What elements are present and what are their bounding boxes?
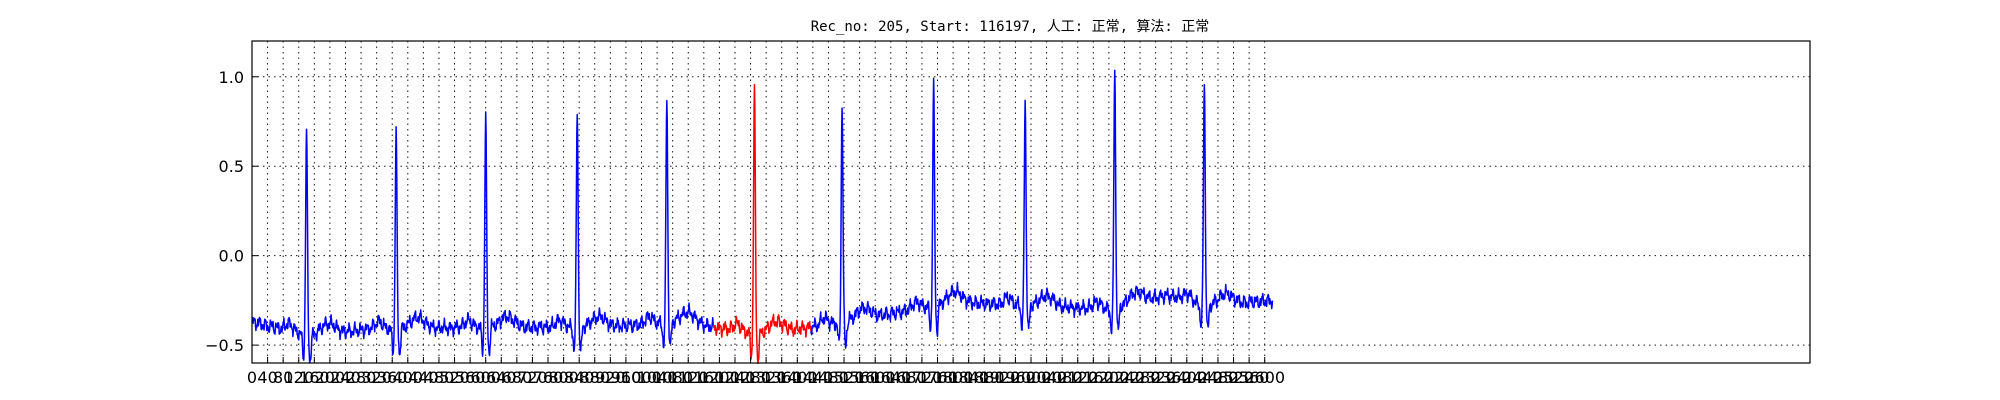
x-tick-label: 760 [533, 368, 564, 387]
x-tick-label: 1440 [793, 368, 834, 387]
y-tick-label: 1.0 [219, 68, 244, 87]
x-tick-label: 920 [595, 368, 626, 387]
x-tick-label: 840 [564, 368, 595, 387]
x-tick-label: 640 [486, 368, 517, 387]
y-tick-label: −0.5 [205, 336, 244, 355]
x-tick-label: 80 [273, 368, 293, 387]
x-tick-label: 1560 [839, 368, 880, 387]
x-tick-label: 2520 [1213, 368, 1254, 387]
x-tick-label: 1160 [683, 368, 724, 387]
x-tick-label: 2280 [1120, 368, 1161, 387]
x-tick-label: 1600 [855, 368, 896, 387]
x-tick-label: 2440 [1182, 368, 1223, 387]
x-tick-label: 1680 [886, 368, 927, 387]
x-tick-label: 120 [283, 368, 314, 387]
x-tick-label: 200 [315, 368, 346, 387]
x-tick-label: 1840 [948, 368, 989, 387]
x-tick-label: 1360 [761, 368, 802, 387]
x-tick-label: 2320 [1135, 368, 1176, 387]
x-tick-label: 720 [517, 368, 548, 387]
x-tick-label: 520 [439, 368, 470, 387]
x-tick-label: 360 [377, 368, 408, 387]
x-tick-label: 0 [247, 368, 257, 387]
x-tick-label: 1200 [699, 368, 740, 387]
x-tick-label: 1720 [902, 368, 943, 387]
ecg-series-line-1 [712, 83, 812, 365]
x-tick-label: 1960 [995, 368, 1036, 387]
x-tick-label: 2080 [1042, 368, 1083, 387]
x-tick-label: 2400 [1166, 368, 1207, 387]
plot-lines [251, 69, 1274, 365]
x-tick-label: 2600 [1244, 368, 1285, 387]
x-tick-label: 1120 [668, 368, 709, 387]
x-tick-label: 680 [502, 368, 533, 387]
x-tick-label: 1880 [964, 368, 1005, 387]
x-tick-label: 320 [361, 368, 392, 387]
x-tick-label: 960 [611, 368, 642, 387]
x-tick-label: 2000 [1011, 368, 1052, 387]
x-tick-label: 400 [393, 368, 424, 387]
x-tick-label: 1320 [746, 368, 787, 387]
x-tick-label: 2240 [1104, 368, 1145, 387]
ecg-series-line-2 [810, 69, 1274, 349]
x-tick-label: 560 [455, 368, 486, 387]
chart-title: Rec_no: 205, Start: 116197, 人工: 正常, 算法: … [811, 19, 1210, 35]
x-tick-label: 2120 [1057, 368, 1098, 387]
x-tick-label: 280 [346, 368, 377, 387]
x-axis-ticks: 0 408012016020024028032036040044048052056… [247, 357, 1285, 387]
y-axis-ticks: −0.5 0.0 0.5 1.0 [205, 68, 258, 355]
x-tick-label: 480 [424, 368, 455, 387]
x-tick-label: 160 [299, 368, 330, 387]
x-tick-label: 2200 [1089, 368, 1130, 387]
x-tick-label: 1760 [917, 368, 958, 387]
x-tick-label: 1400 [777, 368, 818, 387]
x-tick-label: 800 [548, 368, 579, 387]
x-tick-label: 1040 [637, 368, 678, 387]
x-tick-label: 1800 [933, 368, 974, 387]
grid [252, 41, 1810, 363]
x-tick-label: 2360 [1151, 368, 1192, 387]
ecg-series-line-0 [251, 99, 715, 364]
x-tick-label: 40 [257, 368, 277, 387]
x-tick-label: 1000 [621, 368, 662, 387]
x-tick-label: 1240 [715, 368, 756, 387]
y-tick-label: 0.0 [219, 247, 244, 266]
y-tick-label: 0.5 [219, 157, 244, 176]
x-tick-label: 600 [470, 368, 501, 387]
x-tick-label: 1920 [979, 368, 1020, 387]
x-tick-label: 2040 [1026, 368, 1067, 387]
x-tick-label: 2480 [1198, 368, 1239, 387]
x-tick-label: 2160 [1073, 368, 1114, 387]
x-tick-label: 440 [408, 368, 439, 387]
x-tick-label: 1080 [652, 368, 693, 387]
x-tick-label: 1640 [870, 368, 911, 387]
x-tick-label: 2560 [1229, 368, 1270, 387]
x-tick-label: 1480 [808, 368, 849, 387]
x-tick-label: 880 [579, 368, 610, 387]
x-tick-label: 240 [330, 368, 361, 387]
x-tick-label: 1280 [730, 368, 771, 387]
x-tick-label: 1520 [824, 368, 865, 387]
